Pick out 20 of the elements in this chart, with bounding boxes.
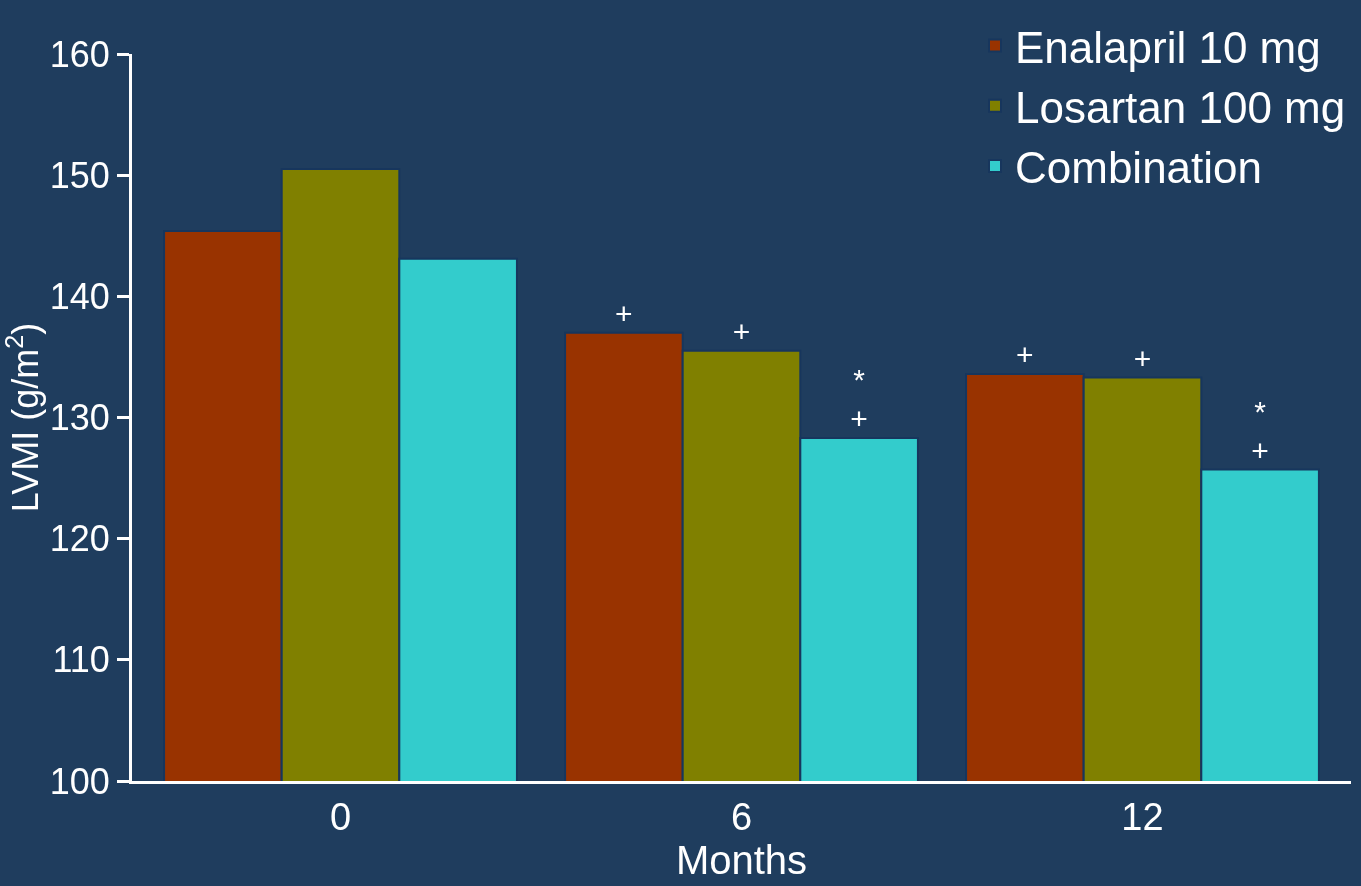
y-tick-label: 150 [49, 154, 110, 196]
y-tick-label: 100 [49, 760, 110, 802]
data-label: * + [850, 363, 868, 436]
legend-label: Enalapril 10 mg [1015, 22, 1321, 72]
data-label: + [732, 314, 751, 348]
data-label: * + [1251, 394, 1269, 467]
x-tick-label: 0 [329, 795, 352, 838]
y-tick-label: 140 [49, 275, 110, 317]
data-label: + [1133, 341, 1152, 375]
y-tick-label: 110 [52, 639, 110, 681]
data-label: + [1016, 337, 1034, 371]
x-tick-label: 6 [730, 795, 753, 838]
y-tick-label: 130 [49, 397, 110, 439]
data-label: + [615, 296, 633, 330]
y-tick-label: 160 [49, 33, 110, 75]
y-tick-label: 120 [49, 518, 110, 560]
x-axis-title: Months [675, 838, 808, 883]
legend-label: Combination [1015, 143, 1263, 193]
legend-label: Losartan 100 mg [1015, 82, 1346, 132]
x-tick-label: 12 [1121, 795, 1164, 838]
